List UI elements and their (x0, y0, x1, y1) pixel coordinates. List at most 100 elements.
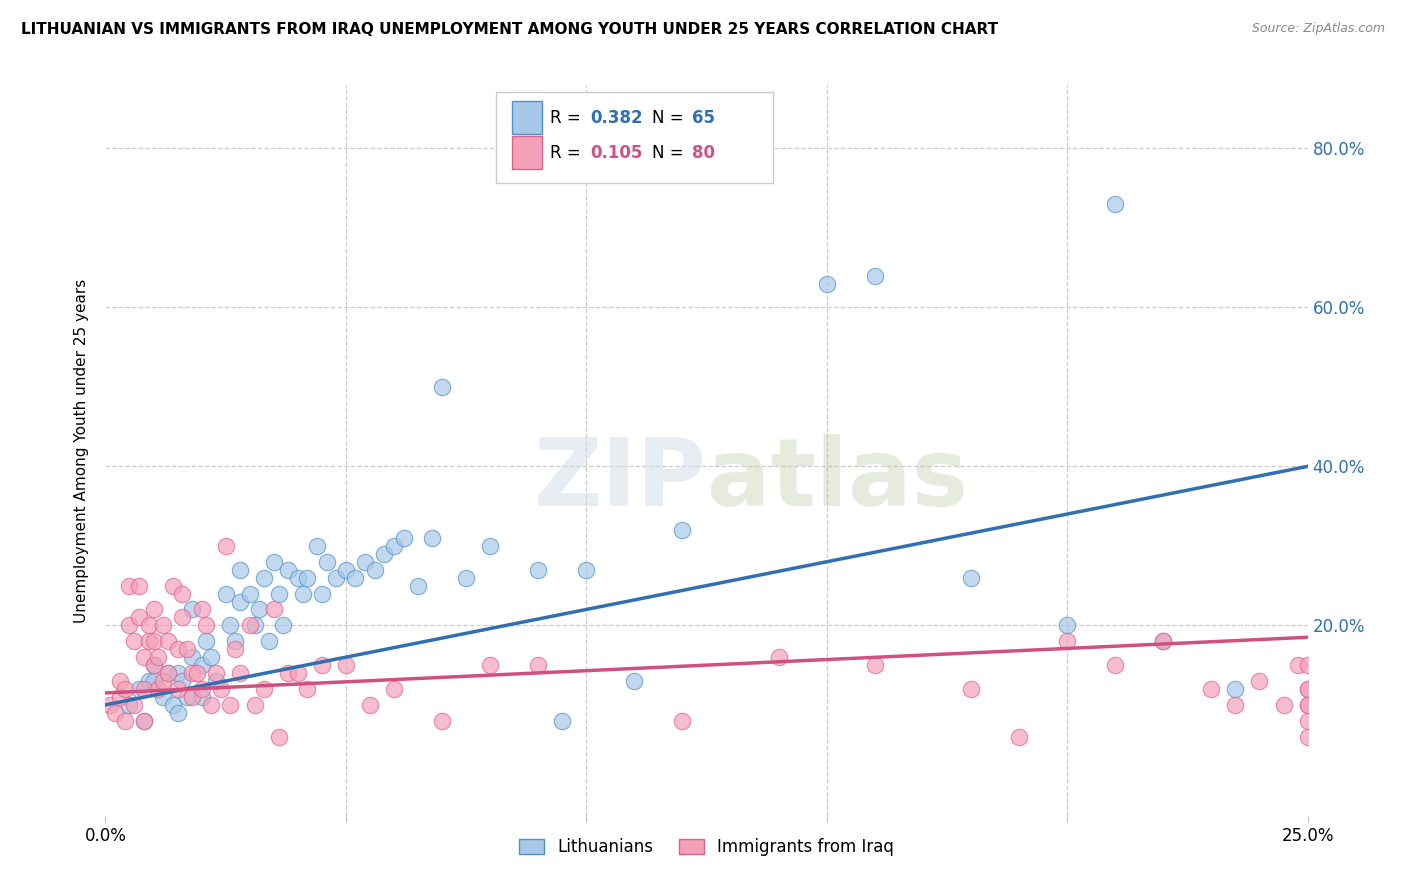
Point (176, 690, 198, 704)
Point (354, 555, 377, 569)
Point (1152, 634, 1174, 648)
Point (219, 618, 242, 632)
Point (114, 714, 136, 728)
Point (392, 531, 415, 545)
Point (200, 650, 222, 665)
Point (253, 681, 276, 696)
Point (209, 681, 232, 696)
FancyBboxPatch shape (512, 101, 541, 134)
Point (430, 380, 453, 394)
Point (247, 602, 270, 616)
Point (132, 650, 155, 665)
Point (243, 698, 266, 712)
Point (166, 681, 188, 696)
Point (104, 706, 127, 720)
FancyBboxPatch shape (512, 136, 541, 169)
Point (768, 650, 790, 665)
Point (205, 666, 228, 681)
Point (253, 571, 276, 585)
Point (315, 555, 337, 569)
Point (132, 681, 155, 696)
Point (1249, 673, 1271, 688)
Point (181, 650, 204, 665)
Point (195, 618, 218, 632)
Point (311, 658, 333, 673)
Point (239, 586, 262, 600)
Text: N =: N = (652, 109, 689, 127)
Point (1056, 618, 1078, 632)
Point (551, 714, 574, 728)
Point (1296, 681, 1319, 696)
Text: 0.105: 0.105 (591, 144, 643, 161)
Point (671, 714, 693, 728)
Point (152, 673, 174, 688)
Point (181, 666, 204, 681)
Point (263, 555, 285, 569)
Point (291, 586, 314, 600)
Point (124, 698, 146, 712)
Point (156, 666, 179, 681)
Point (243, 618, 266, 632)
Point (335, 563, 357, 577)
Point (166, 642, 188, 657)
Point (114, 681, 136, 696)
Point (224, 642, 246, 657)
Point (142, 634, 165, 648)
Point (1104, 197, 1126, 211)
Point (156, 634, 179, 648)
Point (305, 539, 328, 553)
Point (138, 618, 160, 632)
Text: Source: ZipAtlas.com: Source: ZipAtlas.com (1251, 22, 1385, 36)
Point (205, 673, 228, 688)
Point (287, 666, 309, 681)
Point (454, 571, 477, 585)
Point (267, 730, 290, 744)
Point (325, 571, 347, 585)
Point (162, 579, 184, 593)
Point (1225, 698, 1247, 712)
Point (527, 658, 550, 673)
Point (1296, 714, 1319, 728)
Point (1152, 634, 1174, 648)
Point (287, 571, 309, 585)
Point (263, 602, 285, 616)
Point (148, 650, 170, 665)
Text: LITHUANIAN VS IMMIGRANTS FROM IRAQ UNEMPLOYMENT AMONG YOUTH UNDER 25 YEARS CORRE: LITHUANIAN VS IMMIGRANTS FROM IRAQ UNEMP… (21, 22, 998, 37)
Point (98, 698, 121, 712)
Point (200, 698, 222, 712)
Point (960, 681, 983, 696)
Text: 80: 80 (692, 144, 716, 161)
Text: R =: R = (550, 109, 586, 127)
Text: N =: N = (652, 144, 689, 161)
Point (1296, 698, 1319, 712)
Point (138, 634, 160, 648)
Point (190, 602, 212, 616)
Text: ZIP: ZIP (534, 434, 707, 525)
Text: R =: R = (550, 144, 586, 161)
Point (172, 610, 194, 624)
Point (118, 698, 141, 712)
Point (430, 714, 453, 728)
Point (335, 658, 357, 673)
Point (128, 681, 150, 696)
Point (1225, 681, 1247, 696)
Point (166, 706, 188, 720)
Point (364, 563, 387, 577)
Point (373, 547, 395, 561)
Point (382, 681, 405, 696)
Point (1296, 658, 1319, 673)
Point (1056, 634, 1078, 648)
Point (152, 690, 174, 704)
Text: atlas: atlas (707, 434, 967, 525)
Point (1296, 730, 1319, 744)
Point (128, 610, 150, 624)
Point (108, 690, 131, 704)
Point (297, 571, 319, 585)
Point (190, 681, 212, 696)
Point (671, 523, 693, 537)
Point (172, 673, 194, 688)
Point (148, 681, 170, 696)
Point (195, 634, 218, 648)
Point (142, 658, 165, 673)
Point (1008, 730, 1031, 744)
